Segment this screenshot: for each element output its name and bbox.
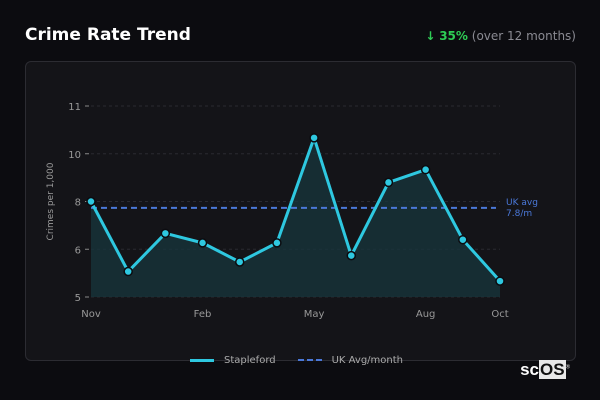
legend: Stapleford UK Avg/month — [190, 355, 403, 366]
data-point — [346, 250, 357, 261]
y-tick-label: 6 — [75, 245, 81, 256]
change-period: (over 12 months) — [471, 29, 576, 43]
page-title: Crime Rate Trend — [25, 25, 191, 45]
x-tick-label: Aug — [416, 309, 436, 320]
area-fill — [91, 137, 500, 297]
data-point — [309, 133, 319, 143]
y-tick-label: 8 — [75, 198, 81, 209]
x-tick-label: Oct — [491, 309, 508, 320]
x-tick-label: May — [304, 309, 325, 320]
data-point — [234, 257, 245, 267]
y-tick-label: 5 — [75, 293, 81, 304]
data-point — [197, 238, 208, 248]
data-point — [160, 228, 171, 239]
change-indicator: ↓ 35% (over 12 months) — [425, 29, 576, 43]
data-point — [495, 276, 505, 286]
series-line — [89, 136, 502, 283]
uk-average-value: 7.8/m — [506, 209, 532, 219]
y-tick-label: 10 — [68, 150, 81, 161]
logo: scOS® — [520, 360, 570, 379]
data-point — [86, 196, 96, 207]
data-point — [272, 238, 282, 248]
change-percent: 35% — [439, 29, 468, 43]
legend-item-stapleford[interactable]: Stapleford — [190, 355, 276, 366]
y-axis-label: Crimes per 1,000 — [46, 162, 56, 240]
uk-average-label: UK avg — [506, 198, 538, 208]
data-point — [420, 164, 431, 175]
data-point — [458, 234, 468, 245]
down-arrow-icon: ↓ — [425, 29, 436, 43]
legend-item-uk-avg[interactable]: UK Avg/month — [297, 355, 403, 366]
data-point — [123, 266, 133, 277]
data-point — [383, 177, 394, 188]
x-tick-label: Feb — [194, 309, 212, 320]
x-tick-label: Nov — [81, 309, 101, 320]
y-tick-label: 11 — [68, 102, 81, 113]
